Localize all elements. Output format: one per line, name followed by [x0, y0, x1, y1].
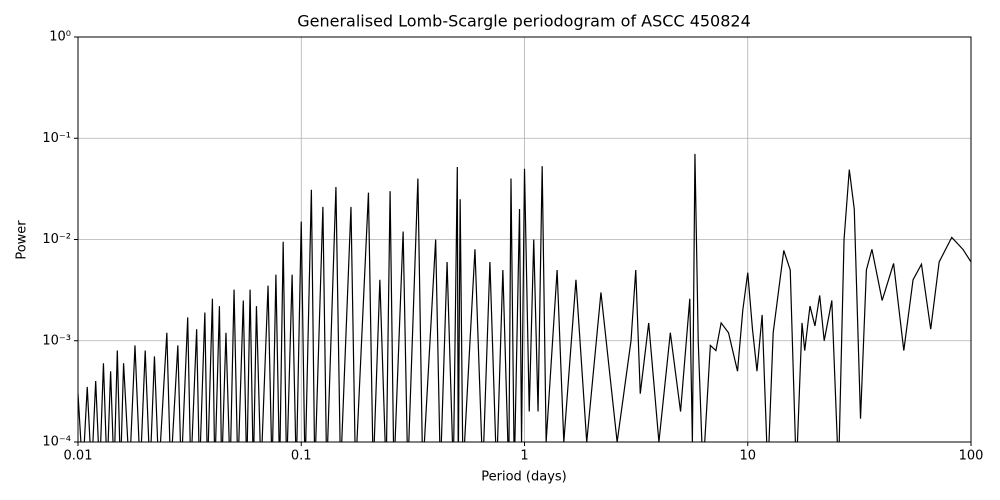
periodogram-line — [78, 153, 971, 442]
y-axis-label: Power — [15, 220, 30, 260]
chart-title: Generalised Lomb-Scargle periodogram of … — [297, 12, 751, 31]
x-tick-label: 1 — [520, 449, 528, 464]
x-axis-label: Period (days) — [481, 470, 567, 485]
x-tick-label: 0.1 — [291, 449, 312, 464]
y-tick-label: 10⁰ — [49, 30, 71, 45]
y-tick-label: 10⁻³ — [42, 333, 71, 348]
y-tick-label: 10⁻⁴ — [42, 435, 71, 450]
y-tick-label: 10⁻¹ — [42, 131, 71, 146]
plot-frame — [77, 36, 972, 443]
x-tick-label: 0.01 — [64, 449, 93, 464]
x-tick-label: 10 — [739, 449, 756, 464]
y-tick-label: 10⁻² — [42, 232, 71, 247]
x-tick-label: 100 — [959, 449, 984, 464]
